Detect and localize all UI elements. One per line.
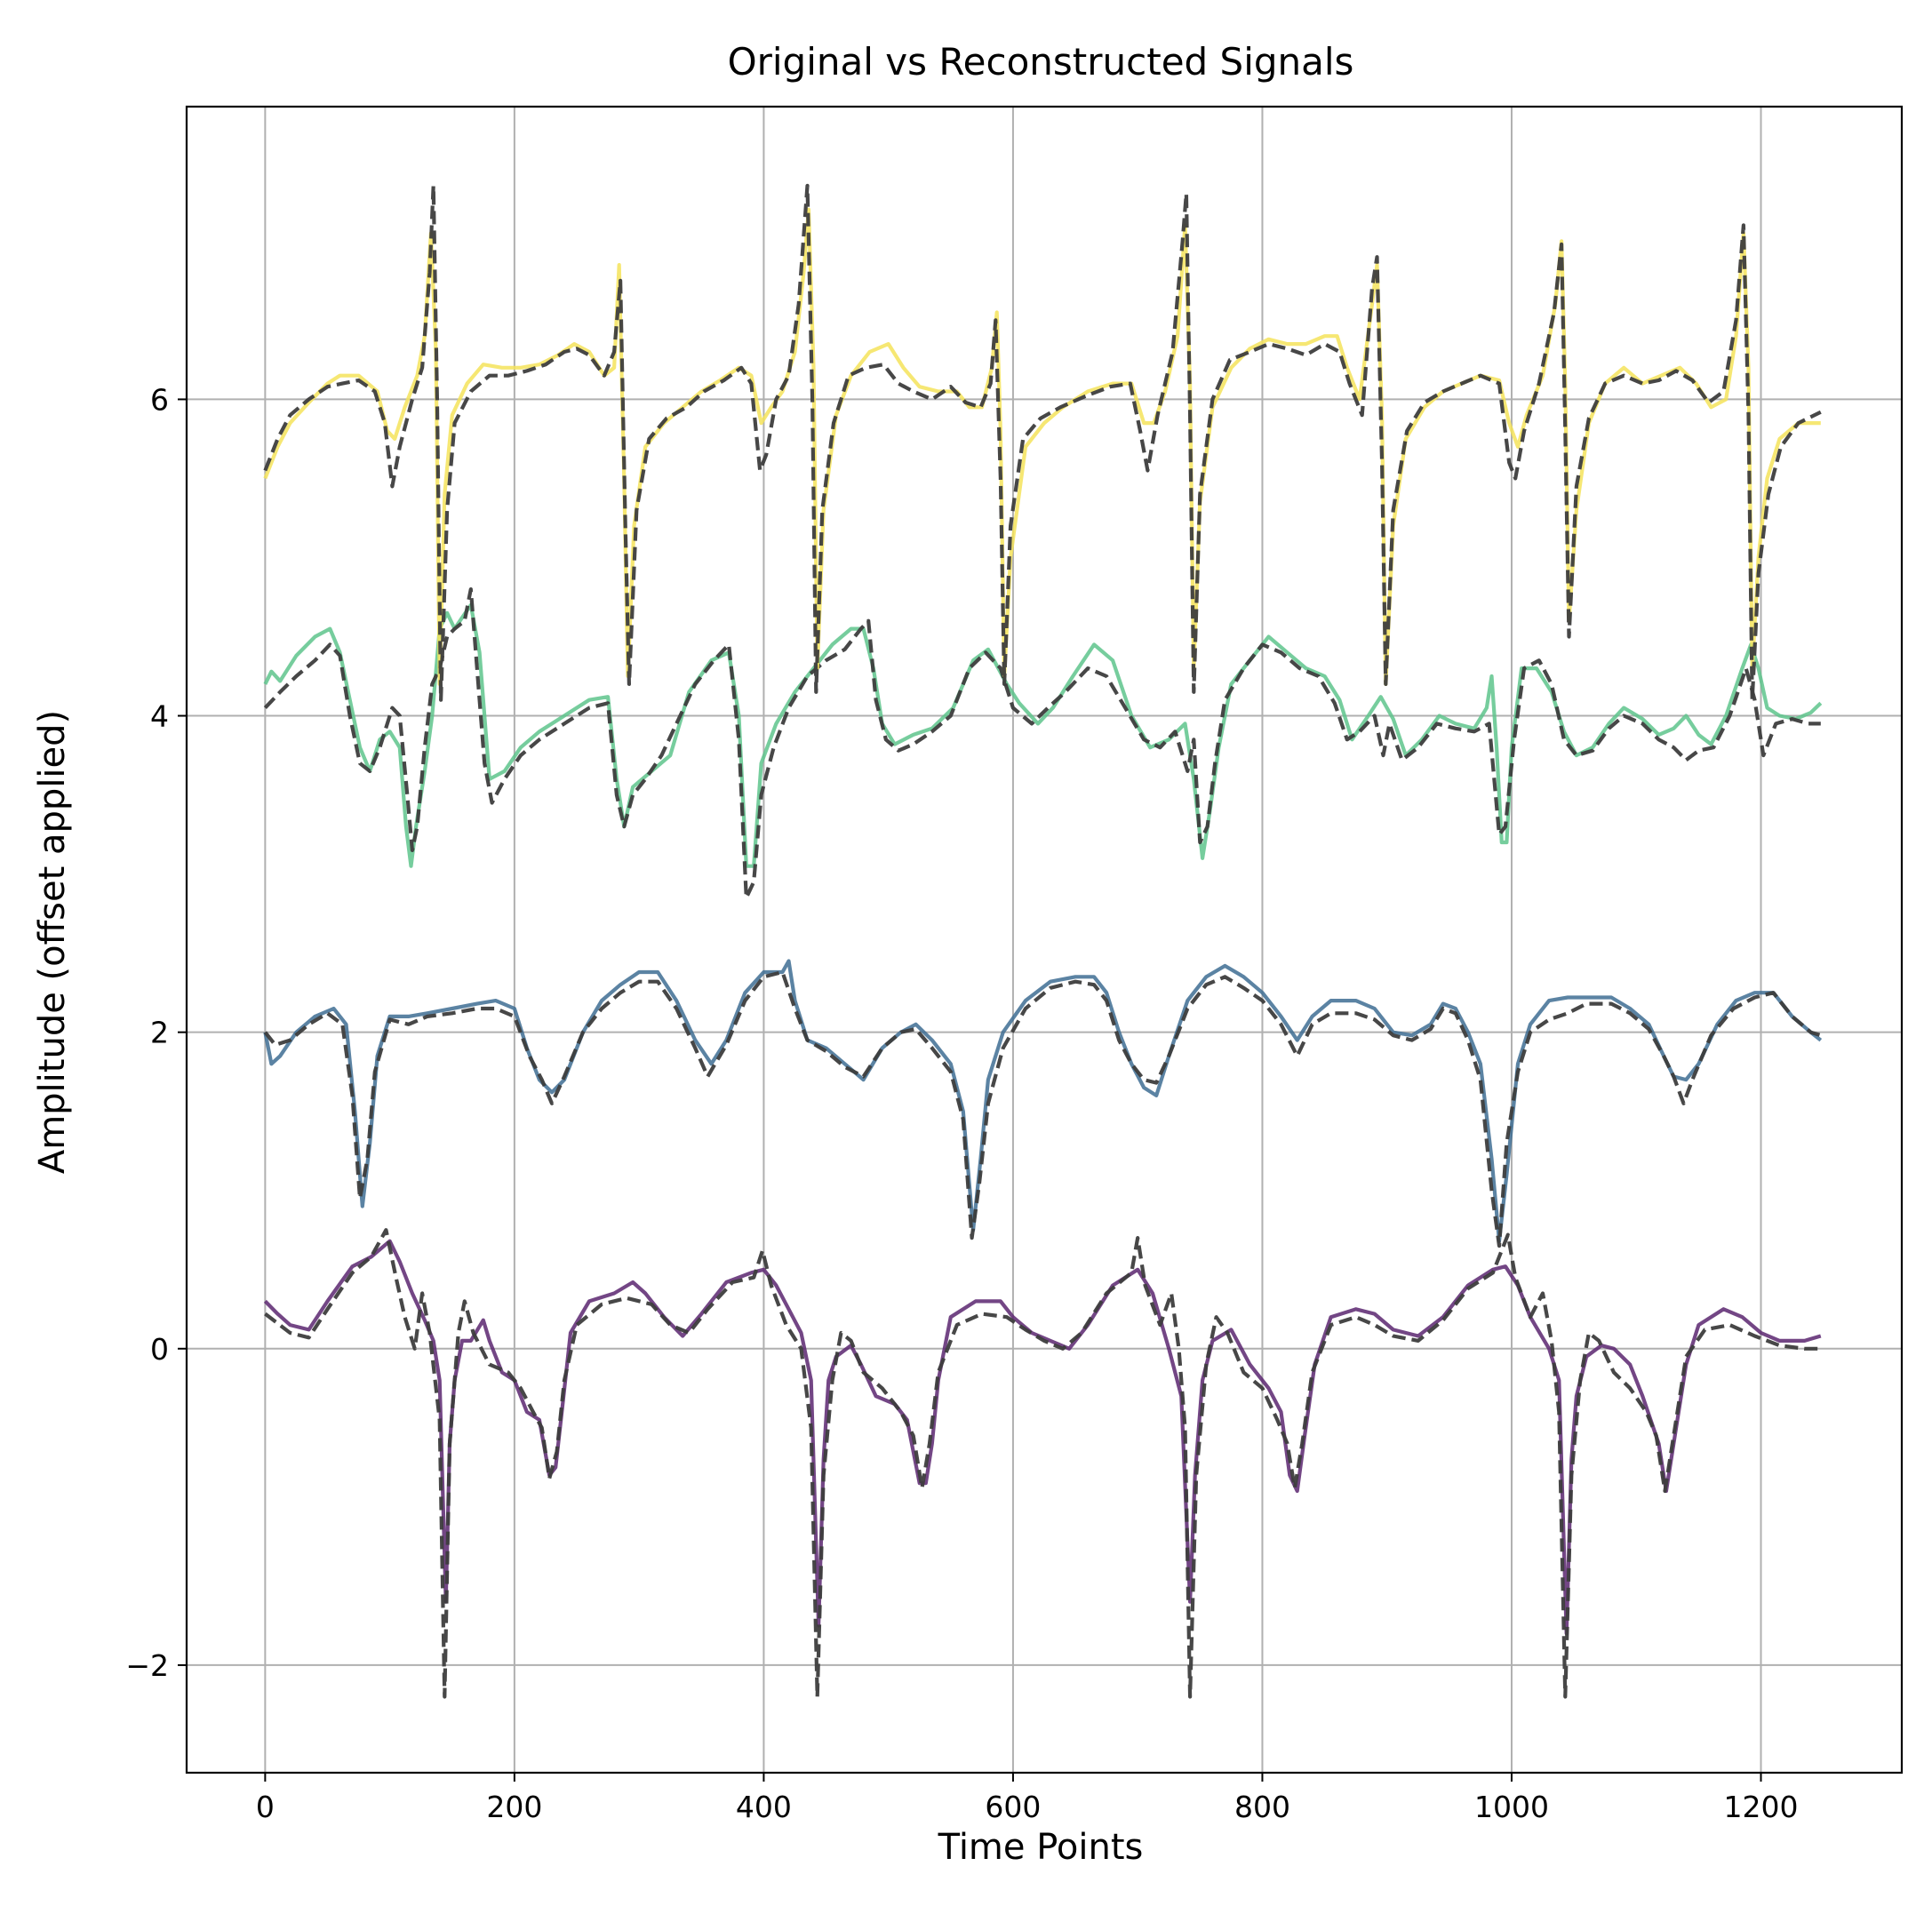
series-line-6 (263, 587, 1821, 900)
series-line-2 (264, 1228, 1821, 1699)
x-tick-label: 600 (985, 1790, 1041, 1824)
x-tick-label: 1200 (1724, 1790, 1799, 1824)
grid (187, 107, 1902, 1773)
x-tick-label: 200 (486, 1790, 542, 1824)
series-line-3 (263, 959, 1823, 1243)
x-tick-label: 0 (256, 1790, 275, 1824)
series-layer (263, 183, 1823, 1699)
chart-title: Original vs Reconstructed Signals (728, 40, 1354, 84)
y-tick-label: 6 (150, 382, 169, 417)
plot-frame (185, 105, 1904, 1774)
y-tick-label: 0 (150, 1332, 169, 1367)
x-axis-label: Time Points (938, 1827, 1144, 1868)
series-line-8 (263, 183, 1822, 702)
series-line-4 (263, 969, 1822, 1248)
y-tick-label: 4 (150, 699, 169, 734)
y-tick-label: 2 (150, 1016, 169, 1050)
x-tick-label: 400 (736, 1790, 792, 1824)
x-tick-label: 1000 (1474, 1790, 1549, 1824)
ticks: 0 200 400 600 800 1000 1200 −2 0 2 4 6 (125, 382, 1798, 1824)
y-tick-label: −2 (125, 1648, 169, 1683)
x-tick-label: 800 (1234, 1790, 1290, 1824)
y-axis-label: Amplitude (offset applied) (32, 710, 73, 1174)
